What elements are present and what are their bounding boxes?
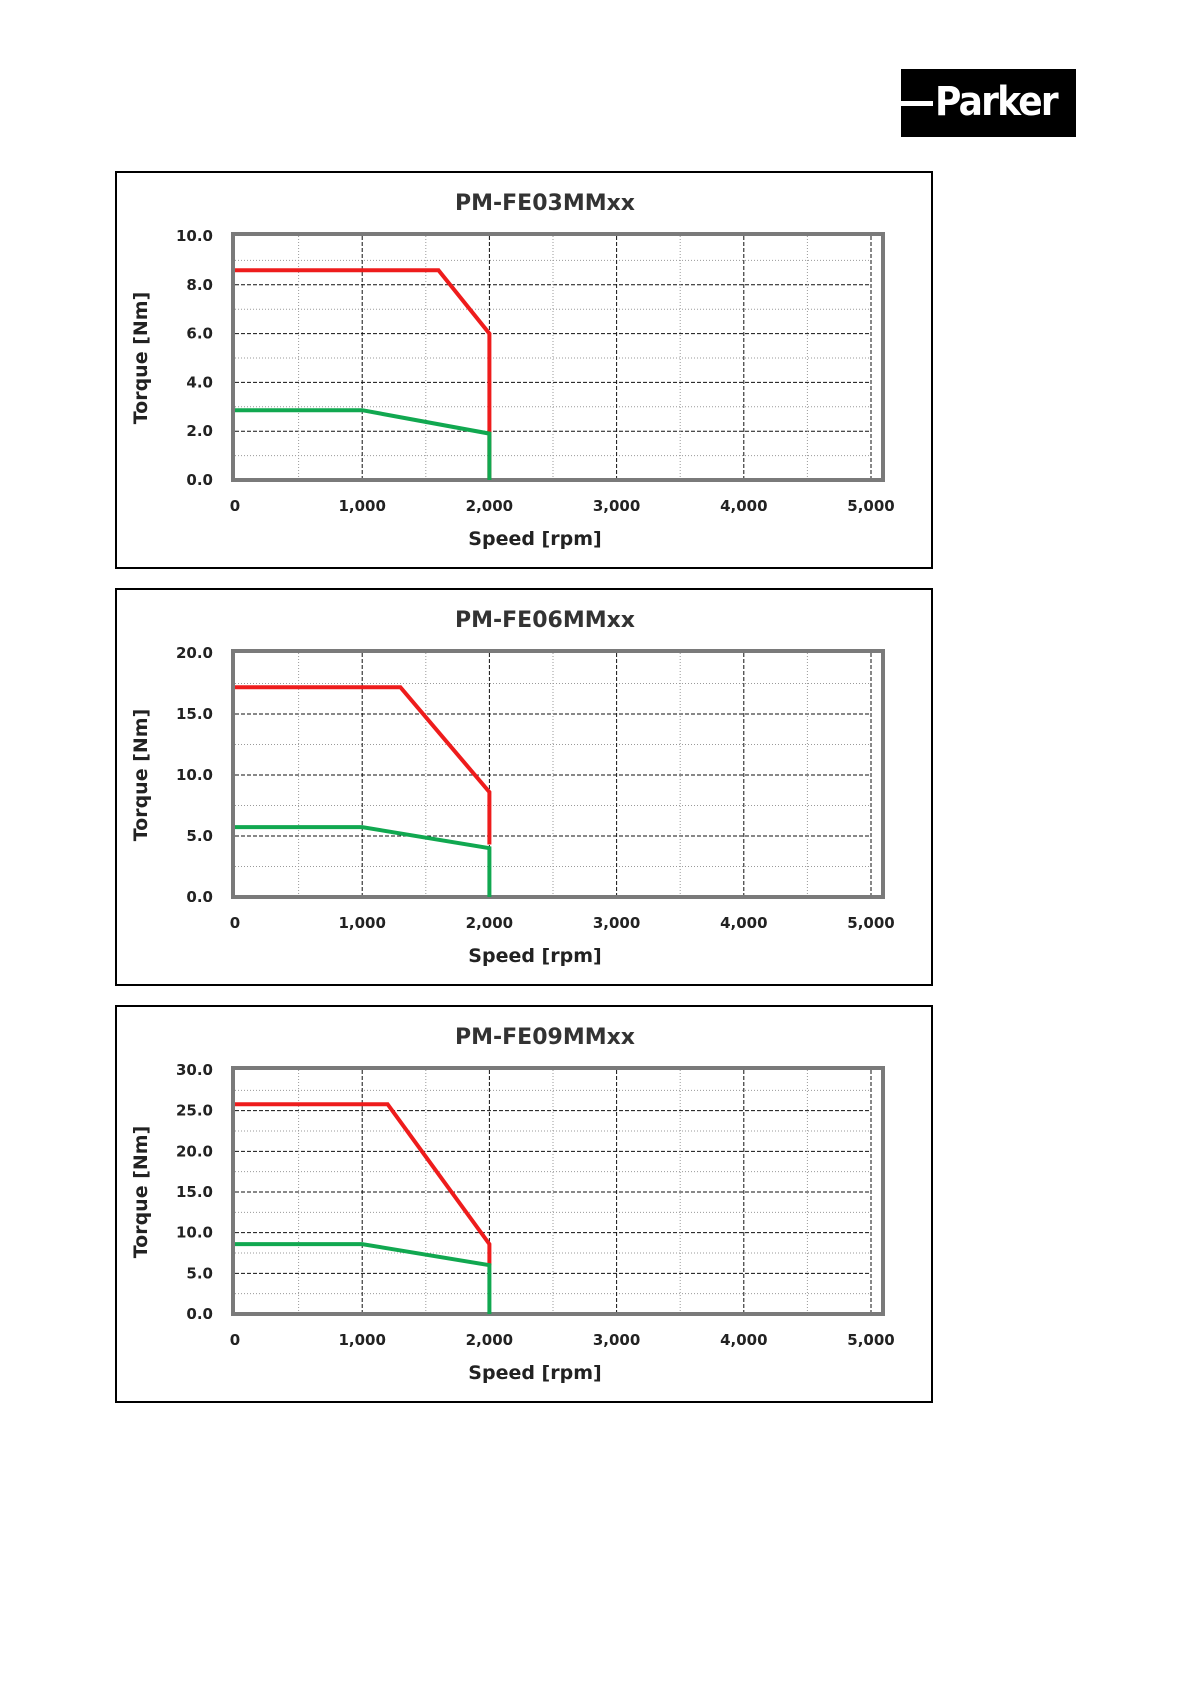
x-tick-label: 1,000 xyxy=(338,914,385,932)
y-tick-label: 20.0 xyxy=(176,1142,213,1160)
y-axis-label: Torque [Nm] xyxy=(130,1126,152,1259)
x-tick-label: 2,000 xyxy=(466,497,513,515)
chart-fe06: 0.0 5.0 10.0 15.0 20.0 0 1,000 2,000 3,000 4,000 5… xyxy=(115,588,933,986)
chart-fe03: 0.0 2.0 4.0 6.0 8.0 10.0 0 1,000 2,000 3,000 4,000… xyxy=(115,171,933,569)
logo-dash xyxy=(901,101,933,106)
x-tick-label: 1,000 xyxy=(338,1331,385,1349)
x-tick-label: 5,000 xyxy=(847,1331,894,1349)
y-tick-label: 6.0 xyxy=(186,325,213,343)
y-tick-label: 15.0 xyxy=(176,705,213,723)
series-line-1 xyxy=(235,1242,492,1314)
x-axis-label: Speed [rpm] xyxy=(468,1362,601,1384)
y-axis-label: Torque [Nm] xyxy=(130,292,152,425)
chart-svg: 0.0 2.0 4.0 6.0 8.0 10.0 0 1,000 2,000 3,000 4,000… xyxy=(130,191,895,550)
plot-frame xyxy=(231,1066,885,1316)
x-tick-label: 3,000 xyxy=(593,1331,640,1349)
x-tick-label: 3,000 xyxy=(593,497,640,515)
x-tick-label: 4,000 xyxy=(720,914,767,932)
chart-title: PM-FE03MMxx xyxy=(455,191,635,216)
x-tick-label: 0 xyxy=(230,1331,240,1349)
x-tick-label: 2,000 xyxy=(466,1331,513,1349)
y-tick-label: 10.0 xyxy=(176,227,213,245)
chart-svg: 0.0 5.0 10.0 15.0 20.0 0 1,000 2,000 3,000 4,000 5… xyxy=(130,608,895,967)
y-tick-label: 2.0 xyxy=(186,422,213,440)
x-axis-label: Speed [rpm] xyxy=(468,528,601,550)
x-tick-label: 3,000 xyxy=(593,914,640,932)
y-tick-label: 0.0 xyxy=(186,888,213,906)
y-tick-label: 10.0 xyxy=(176,766,213,784)
y-tick-label: 30.0 xyxy=(176,1061,213,1079)
chart-title: PM-FE09MMxx xyxy=(455,1025,635,1050)
x-tick-label: 0 xyxy=(230,497,240,515)
plot-frame xyxy=(231,232,885,482)
series-line-0 xyxy=(235,268,492,480)
y-axis-label: Torque [Nm] xyxy=(130,709,152,842)
x-axis-label: Speed [rpm] xyxy=(468,945,601,967)
series-line-1 xyxy=(235,825,492,897)
x-tick-label: 0 xyxy=(230,914,240,932)
x-tick-label: 5,000 xyxy=(847,914,894,932)
y-tick-label: 8.0 xyxy=(186,276,213,294)
x-tick-label: 5,000 xyxy=(847,497,894,515)
chart-svg: 0.0 5.0 10.0 15.0 20.0 25.0 30.0 0 1,000 2,000 3,0… xyxy=(130,1025,895,1384)
y-tick-label: 25.0 xyxy=(176,1102,213,1120)
y-tick-label: 10.0 xyxy=(176,1224,213,1242)
y-tick-label: 15.0 xyxy=(176,1183,213,1201)
y-tick-label: 0.0 xyxy=(186,1305,213,1323)
series-line-1 xyxy=(235,408,492,480)
plot-frame xyxy=(231,649,885,899)
x-tick-label: 4,000 xyxy=(720,497,767,515)
logo-text: Parker xyxy=(935,79,1059,125)
x-tick-label: 2,000 xyxy=(466,914,513,932)
y-tick-label: 5.0 xyxy=(186,827,213,845)
y-tick-label: 0.0 xyxy=(186,471,213,489)
y-tick-label: 5.0 xyxy=(186,1264,213,1282)
chart-title: PM-FE06MMxx xyxy=(455,608,635,633)
chart-fe09: 0.0 5.0 10.0 15.0 20.0 25.0 30.0 0 1,000 2,000 3,0… xyxy=(115,1005,933,1403)
series-line-0 xyxy=(235,685,492,845)
series-line-0 xyxy=(235,1102,492,1266)
y-tick-label: 4.0 xyxy=(186,373,213,391)
x-tick-label: 1,000 xyxy=(338,497,385,515)
x-tick-label: 4,000 xyxy=(720,1331,767,1349)
parker-logo: Parker xyxy=(901,69,1076,137)
y-tick-label: 20.0 xyxy=(176,644,213,662)
